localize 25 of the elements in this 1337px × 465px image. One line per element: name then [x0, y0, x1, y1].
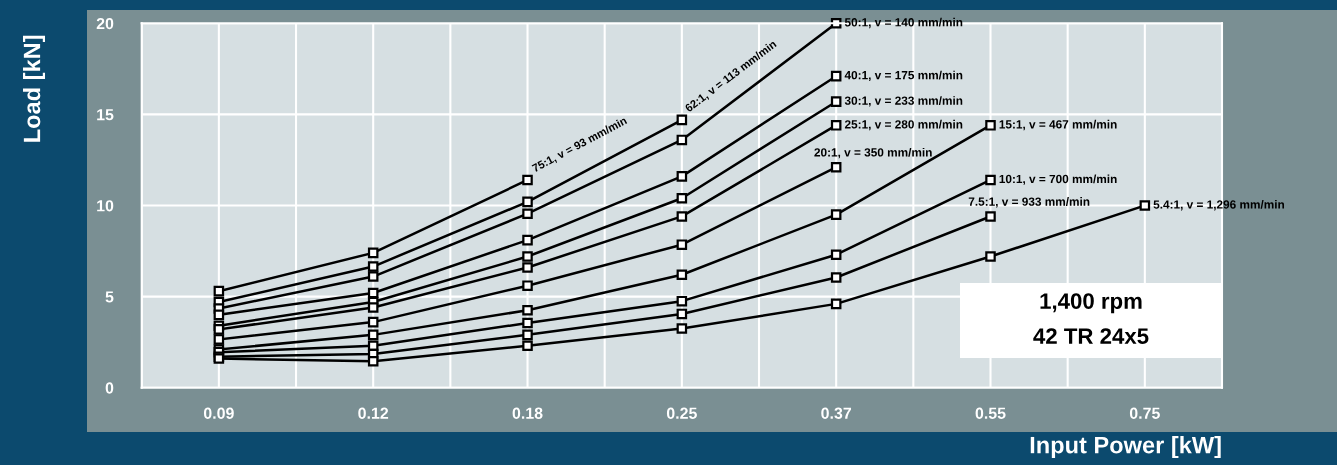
- annotation: 42 TR 24x5: [1033, 328, 1149, 344]
- y-tick-label: 20: [96, 17, 114, 30]
- x-tick-label: 0.18: [512, 407, 543, 419]
- x-axis-title: Input Power [kW]: [1030, 436, 1221, 459]
- series-label: 50:1, v = 140 mm/min: [844, 17, 963, 29]
- y-tick-label: 10: [97, 200, 114, 212]
- y-axis-title: Load [kN]: [23, 35, 46, 142]
- annotation: 1,400 rpm: [1040, 293, 1142, 314]
- series-label: 7.5:1, v = 933 mm/min: [968, 197, 1090, 208]
- series-label: 10:1, v = 700 mm/min: [999, 174, 1117, 185]
- y-tick-label: 15: [97, 109, 114, 121]
- series-label: 5.4:1, v = 1,296 mm/min: [1153, 200, 1285, 211]
- x-tick-label: 0.75: [1129, 407, 1160, 419]
- series-label: 20:1, v = 350 mm/min: [814, 147, 932, 159]
- x-tick-label: 0.09: [203, 407, 234, 419]
- y-tick-label: 0: [105, 382, 114, 394]
- series-label: 40:1, v = 175 mm/min: [844, 70, 963, 82]
- series-label: 25:1, v = 280 mm/min: [844, 119, 963, 131]
- x-tick-label: 0.37: [821, 407, 852, 419]
- series-label: 30:1, v = 233 mm/min: [844, 96, 963, 107]
- y-tick-label: 5: [105, 291, 114, 303]
- x-tick-label: 0.55: [975, 407, 1006, 419]
- series-label: 15:1, v = 467 mm/min: [999, 119, 1117, 131]
- x-tick-label: 0.12: [358, 407, 389, 419]
- x-tick-label: 0.25: [666, 407, 697, 419]
